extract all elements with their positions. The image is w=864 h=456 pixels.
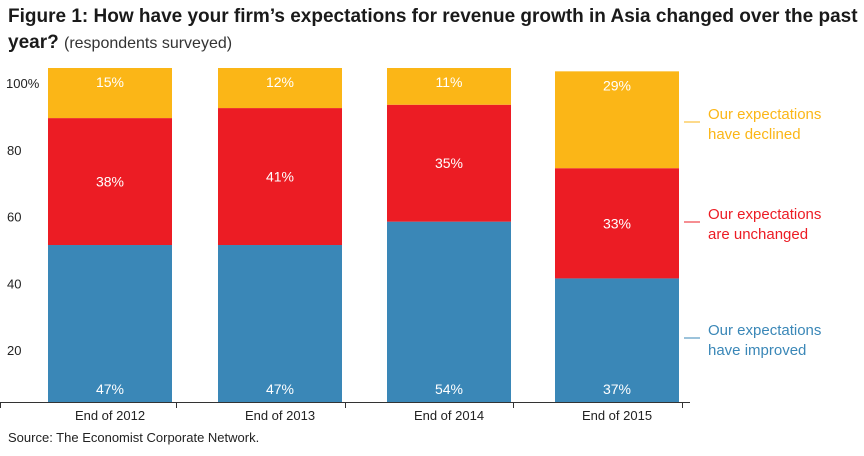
legend-label: have declined <box>708 126 801 143</box>
chart-title: Figure 1: How have your firm’s expectati… <box>8 4 858 57</box>
bars-layer: 47% 38% 15% 47% 41% 12% 54% 35% 11% 37% 33% 29% <box>48 68 679 402</box>
legend-label: are unchanged <box>708 226 808 243</box>
bar-segment <box>387 221 511 402</box>
data-label: 47% <box>96 381 124 397</box>
bar-segment <box>218 108 342 246</box>
bar-segment <box>218 68 342 109</box>
y-tick-label: 40 <box>7 276 21 291</box>
chart-subtitle: (respondents surveyed) <box>63 35 233 52</box>
legend-label: Our expectations <box>708 322 821 339</box>
data-label: 41% <box>266 169 294 185</box>
y-tick-label: 20 <box>7 343 21 358</box>
bar-segment <box>48 245 172 402</box>
bar-segment <box>555 168 679 279</box>
source-note: Source: The Economist Corporate Network. <box>8 430 260 445</box>
data-label: 29% <box>603 77 631 93</box>
bar-segment <box>555 71 679 169</box>
bar-segment <box>387 68 511 105</box>
legend-label: Our expectations <box>708 106 821 123</box>
y-tick-label: 60 <box>7 210 21 225</box>
axes-layer: End of 2012 End of 2013 End of 2014 End of … <box>0 76 690 423</box>
bar-segment <box>48 68 172 119</box>
data-label: 15% <box>96 74 124 90</box>
legend-layer: Our expectations have declined Our expecta… <box>684 106 821 359</box>
chart-title-text: Figure 1: How have your firm’s expectati… <box>8 6 858 53</box>
data-label: 37% <box>603 381 631 397</box>
x-tick-label: End of 2012 <box>75 408 145 423</box>
data-label: 54% <box>435 381 463 397</box>
bar-segment <box>387 104 511 222</box>
bar-segment <box>555 278 679 402</box>
legend-label: Our expectations <box>708 206 821 223</box>
data-label: 12% <box>266 74 294 90</box>
data-label: 47% <box>266 381 294 397</box>
data-label: 33% <box>603 215 631 231</box>
x-tick-label: End of 2013 <box>245 408 315 423</box>
bar-segment <box>218 245 342 402</box>
y-tick-label: 100% <box>6 76 40 91</box>
data-label: 38% <box>96 174 124 190</box>
x-tick-label: End of 2014 <box>414 408 484 423</box>
legend-label: have improved <box>708 342 806 359</box>
x-tick-label: End of 2015 <box>582 408 652 423</box>
data-label: 35% <box>435 155 463 171</box>
y-tick-label: 80 <box>7 143 21 158</box>
data-label: 11% <box>436 74 463 90</box>
bar-segment <box>48 118 172 246</box>
